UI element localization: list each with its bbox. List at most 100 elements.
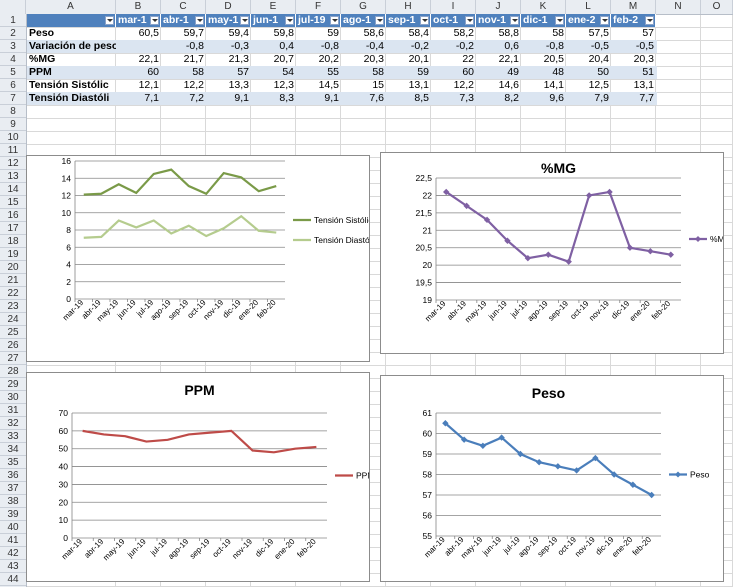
row-label[interactable]: %MG (29, 53, 56, 65)
row-header-4[interactable]: 4 (0, 53, 26, 66)
filter-dropdown-icon[interactable] (510, 16, 519, 25)
table-cell[interactable]: 14,6 (498, 79, 519, 91)
table-header-month[interactable]: oct-1 (431, 14, 476, 27)
filter-dropdown-icon[interactable] (555, 16, 564, 25)
row-header-31[interactable]: 31 (0, 404, 26, 417)
table-cell[interactable]: 21,7 (183, 53, 204, 65)
row-header-26[interactable]: 26 (0, 339, 26, 352)
table-cell[interactable]: 58,8 (498, 27, 519, 39)
table-cell[interactable]: 60 (147, 66, 159, 78)
column-header-i[interactable]: I (431, 0, 476, 14)
row-header-25[interactable]: 25 (0, 326, 26, 339)
chart-tension[interactable]: 0 2 4 6 8 10 12 14 16 mar-19 abr-19 may-19 jun-19 jul… (26, 155, 383, 362)
table-cell[interactable]: 49 (507, 66, 519, 78)
table-cell[interactable]: 55 (327, 66, 339, 78)
table-cell[interactable]: 7,2 (189, 92, 204, 104)
row-header-36[interactable]: 36 (0, 469, 26, 482)
column-header-g[interactable]: G (341, 0, 386, 14)
row-header-38[interactable]: 38 (0, 495, 26, 508)
row-header-39[interactable]: 39 (0, 508, 26, 521)
row-label[interactable]: PPM (29, 66, 52, 78)
table-cell[interactable]: 15 (372, 79, 384, 91)
column-header-h[interactable]: H (386, 0, 431, 14)
table-cell[interactable]: 54 (282, 66, 294, 78)
row-header-15[interactable]: 15 (0, 196, 26, 209)
table-cell[interactable]: 12,3 (273, 79, 294, 91)
row-header-13[interactable]: 13 (0, 170, 26, 183)
table-cell[interactable]: 59 (417, 66, 429, 78)
filter-dropdown-icon[interactable] (420, 16, 429, 25)
table-cell[interactable]: 50 (597, 66, 609, 78)
table-cell[interactable]: 57,5 (588, 27, 609, 39)
filter-dropdown-icon[interactable] (150, 16, 159, 25)
table-cell[interactable]: 13,1 (633, 79, 654, 91)
table-cell[interactable]: 58 (552, 27, 564, 39)
row-header-7[interactable]: 7 (0, 92, 26, 105)
table-header-month[interactable]: feb-2 (611, 14, 656, 27)
column-header-d[interactable]: D (206, 0, 251, 14)
table-cell[interactable]: -0,4 (365, 40, 384, 52)
row-header-30[interactable]: 30 (0, 391, 26, 404)
table-cell[interactable]: 20,4 (588, 53, 609, 65)
row-header-16[interactable]: 16 (0, 209, 26, 222)
table-cell[interactable]: 58 (192, 66, 204, 78)
row-header-24[interactable]: 24 (0, 313, 26, 326)
table-cell[interactable]: -0,5 (635, 40, 654, 52)
row-header-10[interactable]: 10 (0, 131, 26, 144)
row-header-42[interactable]: 42 (0, 547, 26, 560)
column-header-e[interactable]: E (251, 0, 296, 14)
row-header-1[interactable]: 1 (0, 14, 26, 27)
row-header-23[interactable]: 23 (0, 300, 26, 313)
table-cell[interactable]: 12,2 (183, 79, 204, 91)
table-cell[interactable]: 0,4 (279, 40, 294, 52)
table-header-month[interactable]: may-1 (206, 14, 251, 27)
row-label[interactable]: Tensión Diastóli (29, 92, 110, 104)
filter-dropdown-icon[interactable] (600, 16, 609, 25)
table-cell[interactable]: -0,3 (230, 40, 249, 52)
table-cell[interactable]: -0,8 (320, 40, 339, 52)
row-header-19[interactable]: 19 (0, 248, 26, 261)
row-label[interactable]: Variación de peso (29, 40, 116, 52)
table-cell[interactable]: 51 (642, 66, 654, 78)
table-cell[interactable]: 12,5 (588, 79, 609, 91)
filter-dropdown-icon[interactable] (375, 16, 384, 25)
table-header-month[interactable]: ago-1 (341, 14, 386, 27)
row-header-41[interactable]: 41 (0, 534, 26, 547)
table-cell[interactable]: -0,2 (455, 40, 474, 52)
row-header-8[interactable]: 8 (0, 105, 26, 118)
table-cell[interactable]: 60 (462, 66, 474, 78)
table-header-month[interactable]: dic-1 (521, 14, 566, 27)
table-cell[interactable]: 8,3 (279, 92, 294, 104)
table-cell[interactable]: 57 (642, 27, 654, 39)
row-header-12[interactable]: 12 (0, 157, 26, 170)
row-label[interactable]: Tensión Sistólic (29, 79, 109, 91)
table-cell[interactable]: -0,2 (410, 40, 429, 52)
row-header-3[interactable]: 3 (0, 40, 26, 53)
row-header-5[interactable]: 5 (0, 66, 26, 79)
table-cell[interactable]: 9,6 (549, 92, 564, 104)
filter-dropdown-icon[interactable] (645, 16, 654, 25)
table-cell[interactable]: 22 (462, 53, 474, 65)
chart-mg[interactable]: %MG 19 19,5 20 20,5 21 21,5 22 22,5 mar-19 abr-19 m… (380, 152, 731, 354)
chart-ppm[interactable]: PPM 0 10 20 30 40 50 60 70 mar-19 abr-19 may-19 jun-… (26, 372, 374, 582)
row-header-22[interactable]: 22 (0, 287, 26, 300)
column-header-k[interactable]: K (521, 0, 566, 14)
table-header-month[interactable]: jun-1 (251, 14, 296, 27)
table-cell[interactable]: 22,1 (498, 53, 519, 65)
filter-dropdown-icon[interactable] (285, 16, 294, 25)
table-cell[interactable]: 7,3 (459, 92, 474, 104)
column-header-j[interactable]: J (476, 0, 521, 14)
table-cell[interactable]: 20,3 (363, 53, 384, 65)
row-header-9[interactable]: 9 (0, 118, 26, 131)
table-header-blank[interactable] (27, 14, 116, 27)
table-cell[interactable]: 20,3 (633, 53, 654, 65)
row-header-35[interactable]: 35 (0, 456, 26, 469)
row-header-2[interactable]: 2 (0, 27, 26, 40)
row-label[interactable]: Peso (29, 27, 55, 39)
row-header-27[interactable]: 27 (0, 352, 26, 365)
column-header-c[interactable]: C (161, 0, 206, 14)
table-cell[interactable]: 9,1 (324, 92, 339, 104)
filter-dropdown-icon[interactable] (330, 16, 339, 25)
filter-dropdown-icon[interactable] (240, 16, 249, 25)
table-header-month[interactable]: abr-1 (161, 14, 206, 27)
